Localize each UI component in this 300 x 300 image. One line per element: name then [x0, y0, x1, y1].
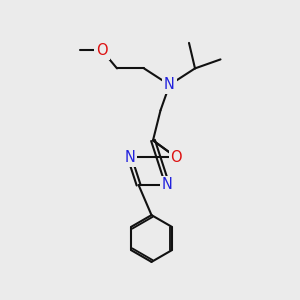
Text: N: N	[162, 177, 173, 192]
Text: N: N	[164, 77, 175, 92]
Text: O: O	[171, 150, 182, 165]
Text: O: O	[96, 43, 108, 58]
Text: N: N	[124, 150, 135, 165]
